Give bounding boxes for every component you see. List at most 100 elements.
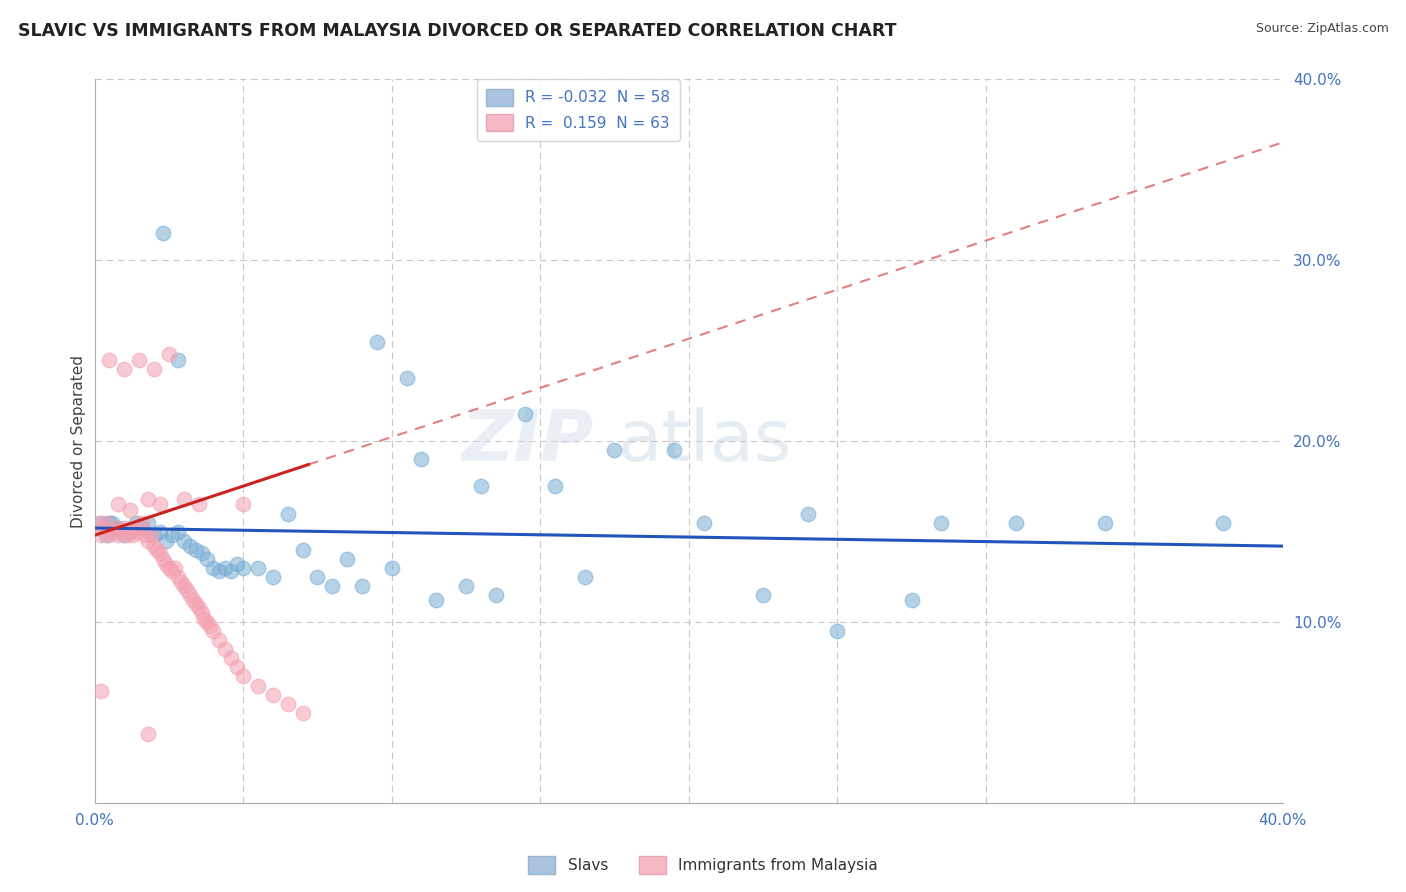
Point [89,516,111,530]
Point [232,669,254,683]
Point [110,524,132,539]
Point [900,593,922,607]
Point [155,558,177,572]
Point [752,588,775,602]
Point [246,561,269,575]
Point [120,503,142,517]
Point [219,651,242,665]
Point [157,347,180,361]
Point [112,361,135,376]
Point [291,542,314,557]
Point [425,593,447,607]
Point [96,516,118,530]
Text: ZIP: ZIP [461,407,593,475]
Point [173,533,195,548]
Point [125,524,148,539]
Point [454,579,477,593]
Point [101,524,124,539]
Point [98,516,121,530]
Point [149,546,172,560]
Point [117,528,139,542]
Point [155,533,177,548]
Text: atlas: atlas [617,407,792,475]
Point [112,521,135,535]
Point [136,516,159,530]
Point [166,570,188,584]
Point [574,570,596,584]
Point [321,579,343,593]
Point [208,565,231,579]
Point [366,334,388,349]
Point [128,352,150,367]
Point [160,528,183,542]
Point [246,679,269,693]
Text: Source: ZipAtlas.com: Source: ZipAtlas.com [1256,22,1389,36]
Point [197,615,219,629]
Point [139,528,162,542]
Point [603,443,626,458]
Point [136,491,159,506]
Point [184,542,207,557]
Point [98,352,121,367]
Point [202,561,225,575]
Point [208,633,231,648]
Point [134,528,156,542]
Point [131,516,153,530]
Point [277,507,299,521]
Point [187,600,209,615]
Point [1094,516,1116,530]
Point [262,570,284,584]
Text: SLAVIC VS IMMIGRANTS FROM MALAYSIA DIVORCED OR SEPARATED CORRELATION CHART: SLAVIC VS IMMIGRANTS FROM MALAYSIA DIVOR… [18,22,897,40]
Point [381,561,404,575]
Point [149,498,172,512]
Point [262,688,284,702]
Point [187,498,209,512]
Point [226,660,249,674]
Point [307,570,329,584]
Point [96,528,118,542]
Point [179,539,201,553]
Point [173,491,195,506]
Point [662,443,685,458]
Point [89,684,111,698]
Point [143,528,166,542]
Legend: R = -0.032  N = 58, R =  0.159  N = 63: R = -0.032 N = 58, R = 0.159 N = 63 [477,79,679,141]
Point [197,551,219,566]
Point [232,498,254,512]
Point [470,479,492,493]
Point [232,561,254,575]
Point [107,498,129,512]
Point [179,588,201,602]
Y-axis label: Divorced or Separated: Divorced or Separated [72,355,86,527]
Point [291,706,314,720]
Point [336,551,359,566]
Point [515,407,537,421]
Legend: Slavs, Immigrants from Malaysia: Slavs, Immigrants from Malaysia [522,850,884,880]
Point [128,521,150,535]
Point [184,597,207,611]
Point [166,524,188,539]
Point [226,558,249,572]
Point [692,516,714,530]
Point [190,606,212,620]
Point [170,575,193,590]
Point [89,528,111,542]
Point [136,727,159,741]
Point [166,352,188,367]
Point [143,361,166,376]
Point [93,521,115,535]
Point [173,579,195,593]
Point [176,582,198,597]
Point [143,539,166,553]
Point [98,528,121,542]
Point [152,226,174,240]
Point [107,521,129,535]
Point [120,524,142,539]
Point [214,642,236,657]
Point [122,528,145,542]
Point [157,561,180,575]
Point [350,579,373,593]
Point [200,619,222,633]
Point [214,561,236,575]
Point [136,533,159,548]
